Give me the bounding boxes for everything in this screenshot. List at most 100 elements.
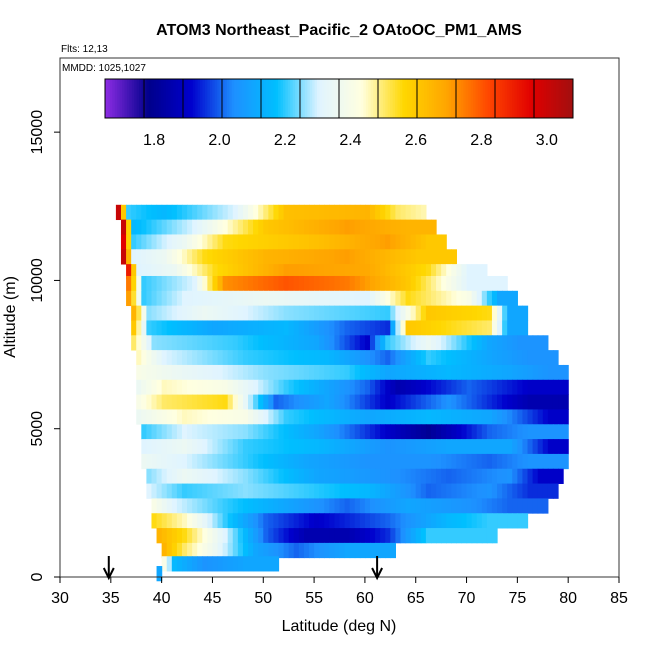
heatmap-cell	[527, 483, 534, 499]
heatmap-cell	[222, 249, 229, 265]
heatmap-cell	[369, 204, 376, 221]
colorbar-swatch	[378, 79, 381, 118]
colorbar-swatch	[368, 79, 372, 118]
x-tick-label: 50	[254, 590, 272, 607]
heatmap-cell	[156, 290, 163, 307]
heatmap-cell	[298, 498, 305, 514]
heatmap-cell	[258, 468, 264, 484]
heatmap-cell	[283, 350, 290, 366]
heatmap-cell	[248, 409, 254, 425]
heatmap-cell	[354, 542, 361, 559]
heatmap-cell	[176, 320, 183, 336]
heatmap-cell	[446, 350, 452, 366]
heatmap-cell	[430, 453, 437, 470]
heatmap-cell	[202, 556, 208, 572]
heatmap-cell	[415, 275, 422, 292]
colorbar-swatch	[258, 79, 262, 118]
heatmap-cell	[146, 219, 153, 235]
heatmap-cell	[507, 350, 513, 366]
heatmap-cell	[354, 234, 361, 250]
heatmap-cell	[314, 219, 320, 235]
heatmap-cell	[512, 424, 518, 440]
heatmap-cell	[359, 498, 366, 514]
heatmap-cell	[390, 275, 396, 292]
heatmap-cell	[441, 394, 447, 410]
heatmap-cell	[217, 556, 224, 572]
heatmap-cell	[298, 249, 305, 265]
heatmap-cell	[136, 305, 142, 321]
heatmap-cell	[141, 275, 147, 292]
heatmap-cell	[547, 394, 554, 410]
colorbar-swatch	[219, 79, 223, 118]
heatmap-cell	[517, 424, 524, 440]
colorbar-swatch	[438, 79, 442, 118]
heatmap-cell	[161, 468, 168, 484]
heatmap-cell	[486, 528, 493, 544]
colorbar-swatch	[339, 79, 342, 118]
heatmap-cell	[222, 219, 229, 235]
heatmap-cell	[319, 305, 325, 321]
heatmap-cell	[558, 364, 564, 381]
heatmap-cell	[476, 305, 483, 321]
colorbar-swatch	[105, 79, 108, 118]
heatmap-cell	[324, 409, 330, 425]
heatmap-cell	[364, 379, 371, 396]
heatmap-cell	[314, 394, 320, 410]
heatmap-cell	[227, 542, 234, 559]
heatmap-cell	[420, 528, 427, 544]
heatmap-cell	[441, 364, 447, 381]
heatmap-cell	[278, 498, 285, 514]
heatmap-cell	[258, 409, 264, 425]
heatmap-cell	[349, 305, 356, 321]
heatmap-cell	[476, 513, 483, 529]
heatmap-cell	[131, 275, 137, 292]
heatmap-cell	[298, 424, 305, 440]
colorbar-swatch	[326, 79, 330, 118]
heatmap-cell	[344, 483, 351, 499]
heatmap-cell	[207, 249, 214, 265]
heatmap-cell	[298, 439, 305, 455]
heatmap-cell	[491, 439, 498, 455]
heatmap-cell	[486, 290, 493, 307]
heatmap-cell	[552, 394, 559, 410]
heatmap-cell	[364, 528, 371, 544]
heatmap-cell	[486, 275, 493, 292]
heatmap-cell	[176, 364, 183, 381]
heatmap-cell	[349, 483, 356, 499]
heatmap-cell	[324, 468, 330, 484]
heatmap-cell	[197, 453, 203, 470]
heatmap-cell	[258, 498, 264, 514]
heatmap-cell	[471, 409, 478, 425]
heatmap-cell	[405, 320, 412, 336]
heatmap-cell	[364, 394, 371, 410]
heatmap-cell	[253, 364, 259, 381]
heatmap-cell	[430, 234, 437, 250]
heatmap-cell	[425, 394, 432, 410]
heatmap-cell	[476, 364, 483, 381]
heatmap-cell	[354, 498, 361, 514]
heatmap-cell	[268, 305, 275, 321]
heatmap-cell	[329, 305, 336, 321]
heatmap-cell	[542, 453, 549, 470]
heatmap-cell	[258, 394, 264, 410]
heatmap-cell	[364, 264, 371, 280]
heatmap-cell	[334, 468, 341, 484]
heatmap-cell	[314, 528, 320, 544]
heatmap-cell	[349, 364, 356, 381]
heatmap-cell	[385, 219, 391, 235]
heatmap-cell	[420, 219, 427, 235]
heatmap-cell	[120, 204, 127, 221]
heatmap-cell	[207, 498, 214, 514]
heatmap-cell	[309, 468, 315, 484]
heatmap-cell	[181, 528, 188, 544]
heatmap-cell	[369, 249, 376, 265]
heatmap-cell	[390, 219, 396, 235]
heatmap-cell	[232, 513, 239, 529]
heatmap-cell	[242, 305, 249, 321]
heatmap-cell	[207, 290, 214, 307]
heatmap-cell	[400, 498, 407, 514]
heatmap-cell	[390, 424, 396, 440]
heatmap-cell	[497, 335, 503, 351]
heatmap-cell	[410, 364, 417, 381]
